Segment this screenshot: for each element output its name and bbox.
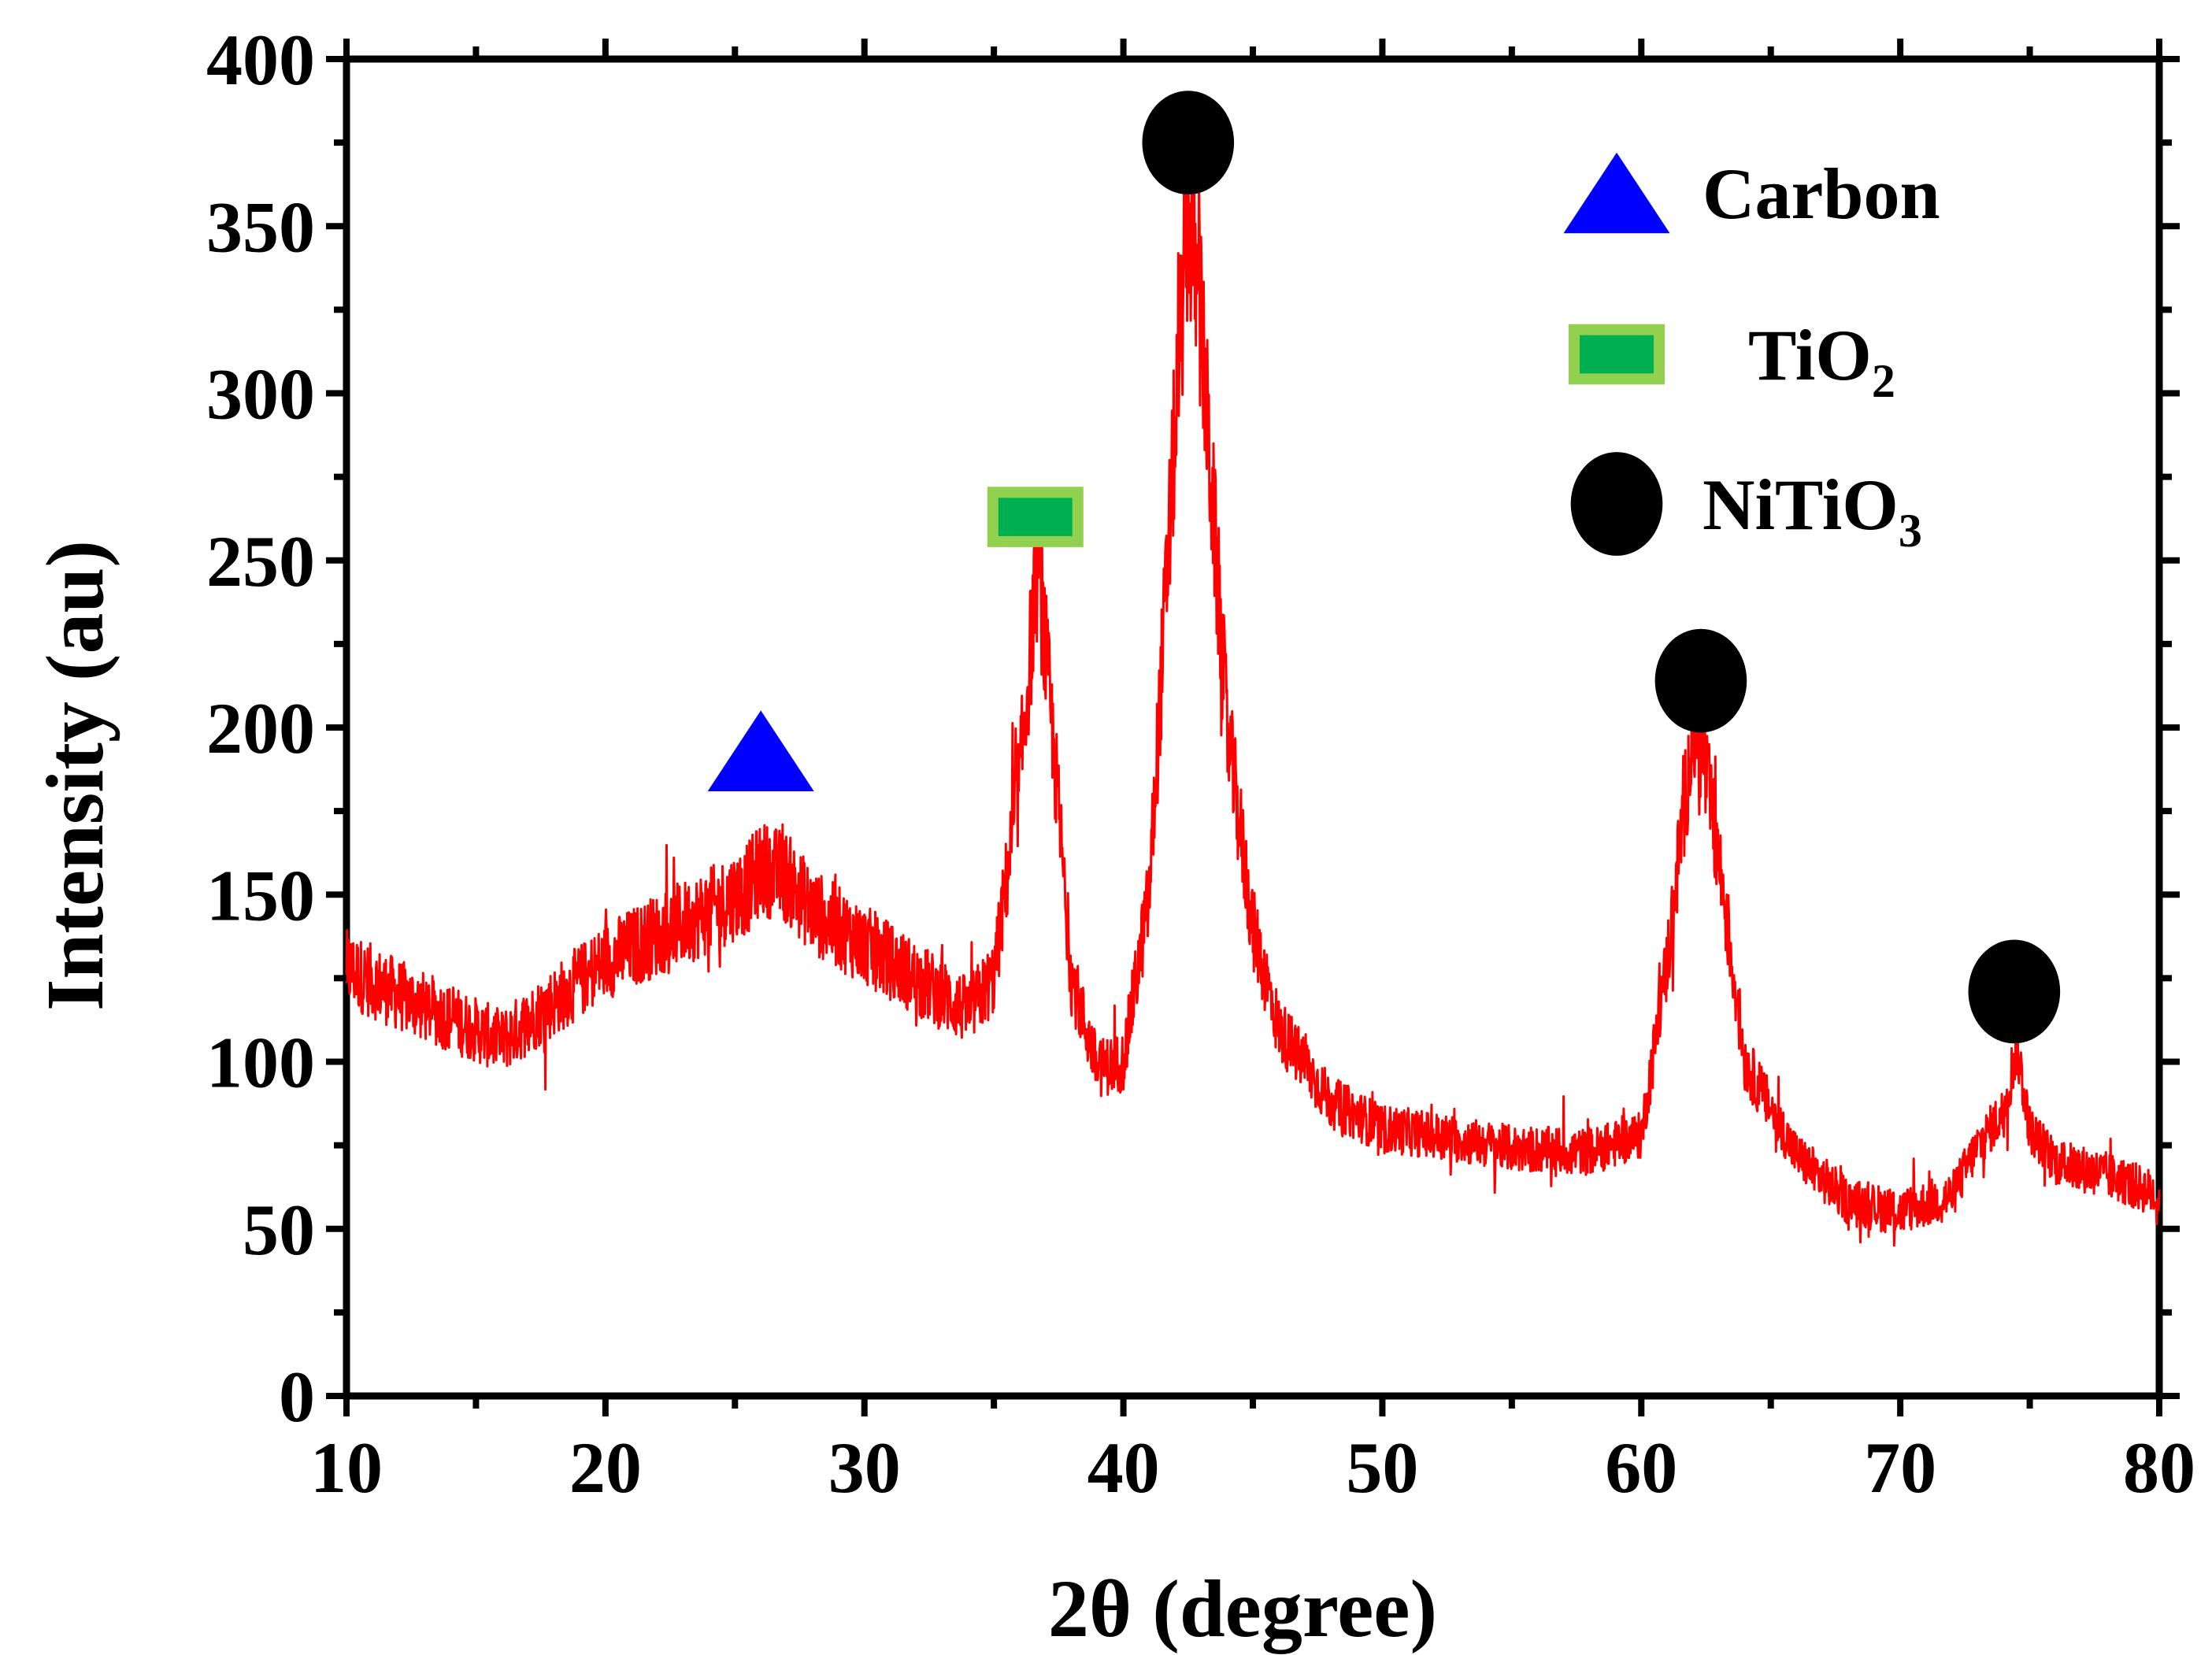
x-tick-label: 20 bbox=[569, 1427, 642, 1508]
y-tick-label: 150 bbox=[206, 855, 315, 935]
x-tick-label: 30 bbox=[828, 1427, 901, 1508]
x-axis-label: 2θ (degree) bbox=[1048, 1564, 1437, 1654]
y-tick-label: 200 bbox=[206, 688, 315, 768]
peak-markers bbox=[707, 91, 2061, 1044]
legend-symbol-tio bbox=[1569, 324, 1665, 385]
x-tick-label: 40 bbox=[1087, 1427, 1160, 1508]
y-tick-label: 400 bbox=[206, 20, 315, 100]
axis-ticks: 10 20 30 40 50 60 70 80 0 50 100 150 200 250 300 350 400 bbox=[206, 20, 2195, 1508]
legend-item-tio: TiO2 bbox=[1569, 315, 1895, 407]
x-tick-label: 10 bbox=[310, 1427, 383, 1508]
x-tick-label: 80 bbox=[2123, 1427, 2195, 1508]
legend-label-subscript: 2 bbox=[1872, 355, 1895, 407]
data-series-layer bbox=[345, 143, 2161, 1247]
peak-marker-nitio3 bbox=[1142, 91, 1235, 195]
legend-item-carbon: Carbon bbox=[1563, 152, 1940, 234]
peak-marker-nitio3 bbox=[1968, 939, 2061, 1044]
legend-label-subscript: 3 bbox=[1899, 505, 1922, 557]
y-tick-label: 0 bbox=[279, 1357, 315, 1437]
legend-symbol-carbon bbox=[1563, 152, 1670, 234]
peak-marker-nitio3 bbox=[1654, 628, 1747, 733]
legend-label: TiO2 bbox=[1748, 315, 1895, 407]
legend-label: Carbon bbox=[1703, 154, 1940, 234]
legend-symbol-nitio bbox=[1570, 452, 1663, 556]
y-tick-label: 300 bbox=[206, 354, 315, 435]
peak-marker-tio2 bbox=[987, 487, 1084, 547]
y-axis-label: Intensity (au) bbox=[30, 540, 120, 1011]
y-tick-label: 50 bbox=[243, 1190, 315, 1270]
peak-marker-carbon bbox=[707, 710, 814, 792]
x-tick-label: 70 bbox=[1864, 1427, 1936, 1508]
x-tick-label: 50 bbox=[1346, 1427, 1418, 1508]
y-tick-label: 250 bbox=[206, 521, 315, 602]
legend: Carbon TiO2 NiTiO3 bbox=[1563, 152, 1940, 557]
x-tick-label: 60 bbox=[1605, 1427, 1677, 1508]
y-tick-label: 100 bbox=[206, 1023, 315, 1103]
legend-item-nitio: NiTiO3 bbox=[1570, 452, 1922, 557]
xrd-series-line bbox=[345, 143, 2161, 1247]
legend-label: NiTiO3 bbox=[1703, 465, 1922, 557]
y-tick-label: 350 bbox=[206, 187, 315, 267]
